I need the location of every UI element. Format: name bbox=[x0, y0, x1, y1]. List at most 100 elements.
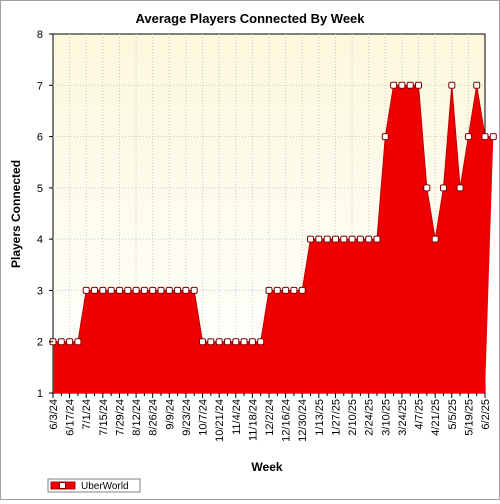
y-tick-label: 1 bbox=[37, 388, 43, 400]
data-point bbox=[464, 133, 472, 141]
x-tick-label: 6/17/24 bbox=[65, 399, 77, 436]
data-point bbox=[390, 81, 398, 89]
x-tick-label: 9/23/24 bbox=[181, 399, 193, 436]
data-point bbox=[199, 338, 206, 346]
x-tick-label: 8/26/24 bbox=[148, 399, 160, 436]
x-tick-label: 12/30/24 bbox=[297, 399, 309, 442]
data-point bbox=[82, 286, 90, 294]
data-point bbox=[340, 235, 348, 243]
data-point bbox=[140, 286, 148, 294]
data-point bbox=[57, 338, 65, 346]
data-point bbox=[157, 286, 165, 294]
series-markers bbox=[49, 81, 497, 346]
x-tick-label: 2/24/25 bbox=[364, 399, 376, 436]
x-tick-label: 6/2/25 bbox=[480, 399, 492, 430]
data-point bbox=[132, 286, 140, 294]
data-point bbox=[489, 133, 497, 141]
data-point bbox=[91, 286, 98, 294]
x-tick-label: 7/15/24 bbox=[98, 399, 110, 436]
data-point bbox=[248, 338, 256, 346]
data-point bbox=[307, 235, 314, 243]
data-point bbox=[423, 184, 431, 192]
x-tick-label: 3/10/25 bbox=[380, 399, 392, 436]
data-point bbox=[224, 338, 231, 346]
legend-marker bbox=[59, 482, 66, 489]
data-point bbox=[165, 286, 173, 294]
data-point bbox=[481, 133, 489, 141]
y-tick-label: 3 bbox=[37, 285, 43, 297]
x-tick-label: 4/7/25 bbox=[414, 399, 426, 430]
x-tick-label: 11/4/24 bbox=[231, 399, 243, 435]
data-point bbox=[116, 286, 123, 294]
data-point bbox=[365, 235, 373, 243]
x-tick-label: 7/29/24 bbox=[115, 399, 127, 436]
y-tick-label: 4 bbox=[37, 234, 43, 246]
legend-label: UberWorld bbox=[81, 481, 129, 492]
data-point bbox=[273, 286, 281, 294]
y-axis-label: Players Connected bbox=[9, 160, 23, 268]
data-point bbox=[240, 338, 248, 346]
data-point bbox=[431, 235, 439, 243]
y-tick-label: 7 bbox=[37, 80, 43, 92]
data-point bbox=[373, 235, 381, 243]
data-point bbox=[356, 235, 364, 243]
data-point bbox=[448, 81, 456, 89]
x-axis-label: Week bbox=[251, 460, 282, 474]
x-tick-label: 10/21/24 bbox=[214, 399, 226, 442]
data-point bbox=[265, 286, 273, 294]
data-point bbox=[381, 133, 389, 141]
x-tick-label: 6/3/24 bbox=[48, 399, 60, 430]
y-tick-label: 8 bbox=[37, 29, 43, 41]
y-tick-label: 2 bbox=[37, 337, 43, 349]
data-point bbox=[124, 286, 132, 294]
x-tick-label: 12/2/24 bbox=[264, 399, 276, 436]
x-tick-label: 1/27/25 bbox=[331, 399, 343, 436]
data-point bbox=[415, 81, 422, 89]
data-point bbox=[182, 286, 190, 294]
data-point bbox=[398, 81, 406, 89]
data-point bbox=[406, 81, 414, 89]
data-point bbox=[298, 286, 306, 294]
x-tick-label: 8/12/24 bbox=[131, 399, 143, 436]
x-tick-label: 1/13/25 bbox=[314, 399, 326, 436]
x-tick-label: 11/18/24 bbox=[247, 399, 259, 441]
data-point bbox=[149, 286, 157, 294]
x-tick-label: 4/21/25 bbox=[430, 399, 442, 436]
data-point bbox=[315, 235, 323, 243]
x-tick-label: 3/24/25 bbox=[397, 399, 409, 436]
x-tick-label: 12/16/24 bbox=[281, 399, 293, 442]
data-point bbox=[215, 338, 223, 346]
y-tick-label: 5 bbox=[37, 183, 43, 195]
data-point bbox=[99, 286, 107, 294]
x-axis: 6/3/24 6/17/24 7/1/24 7/15/24 7/29/24 8/12/24… bbox=[48, 393, 492, 442]
data-point bbox=[232, 338, 240, 346]
x-tick-label: 10/7/24 bbox=[198, 399, 210, 436]
y-tick-label: 6 bbox=[37, 132, 43, 144]
x-tick-label: 7/1/24 bbox=[81, 399, 93, 430]
x-tick-label: 2/10/25 bbox=[347, 399, 359, 436]
legend: UberWorld bbox=[47, 478, 141, 493]
data-point bbox=[190, 286, 198, 294]
data-point bbox=[456, 184, 464, 192]
data-point bbox=[440, 184, 447, 192]
x-tick-label: 5/19/25 bbox=[463, 399, 475, 436]
data-point bbox=[473, 81, 481, 89]
chart-title: Average Players Connected By Week bbox=[135, 11, 365, 26]
data-point bbox=[74, 338, 82, 346]
x-tick-label: 5/5/25 bbox=[447, 399, 459, 430]
x-tick-label: 9/9/24 bbox=[164, 399, 176, 430]
data-point bbox=[348, 235, 356, 243]
data-point bbox=[332, 235, 339, 243]
data-point bbox=[66, 338, 74, 346]
data-point bbox=[257, 338, 265, 346]
data-point bbox=[282, 286, 290, 294]
series-area-fill bbox=[53, 85, 494, 394]
data-point bbox=[107, 286, 115, 294]
data-point bbox=[174, 286, 182, 294]
data-point bbox=[290, 286, 298, 294]
data-point bbox=[207, 338, 215, 346]
data-point bbox=[323, 235, 331, 243]
y-axis: 1 2 3 4 5 6 7 8 bbox=[37, 29, 53, 400]
